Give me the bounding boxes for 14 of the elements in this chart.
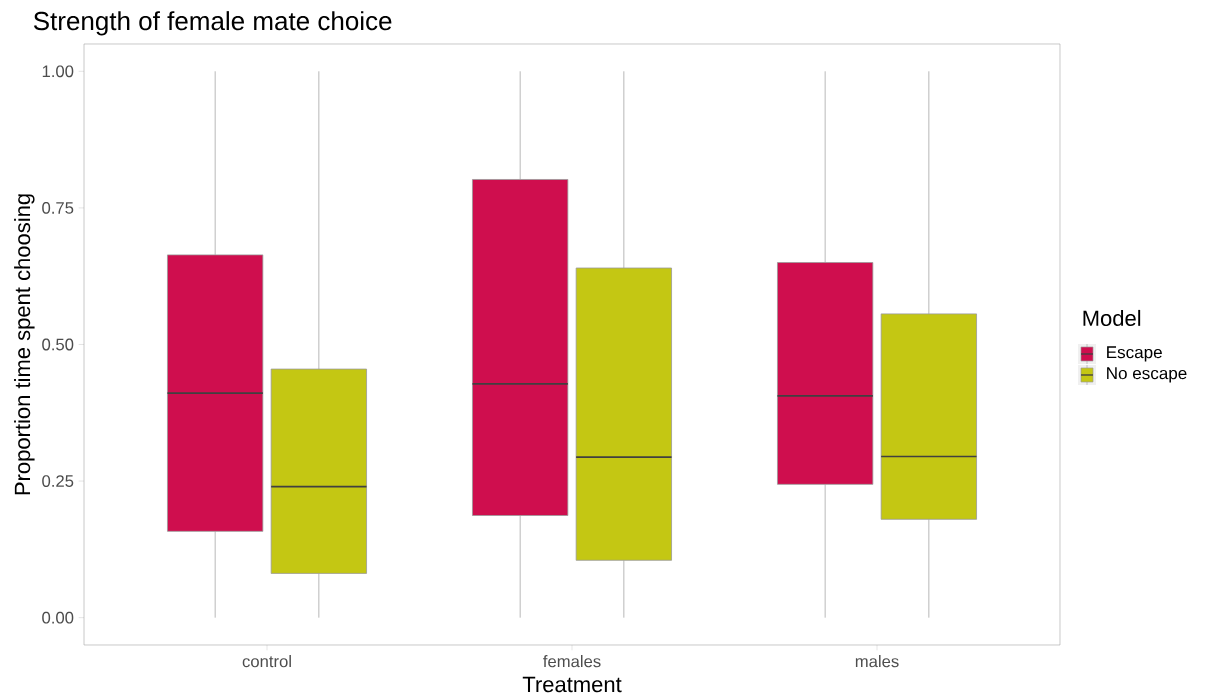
y-tick-label: 0.00: [42, 611, 74, 624]
y-tick-label: 1.00: [42, 65, 74, 78]
y-tick-label: 0.25: [42, 475, 74, 487]
x-tick-label: females: [543, 655, 601, 668]
legend-label: No escape: [1107, 367, 1187, 383]
x-axis-title: Treatment: [522, 676, 622, 693]
y-tick-label: 0.50: [42, 338, 74, 351]
x-tick-label: control: [242, 655, 291, 668]
chart-title: Strength of female mate choice: [33, 11, 392, 36]
y-axis-title: Proportion time spent choosing: [14, 194, 35, 495]
legend-label: Escape: [1107, 346, 1162, 362]
y-tick-label: 0.75: [42, 202, 74, 214]
x-tick-label: males: [855, 655, 899, 668]
legend-title: Model: [1083, 309, 1141, 327]
